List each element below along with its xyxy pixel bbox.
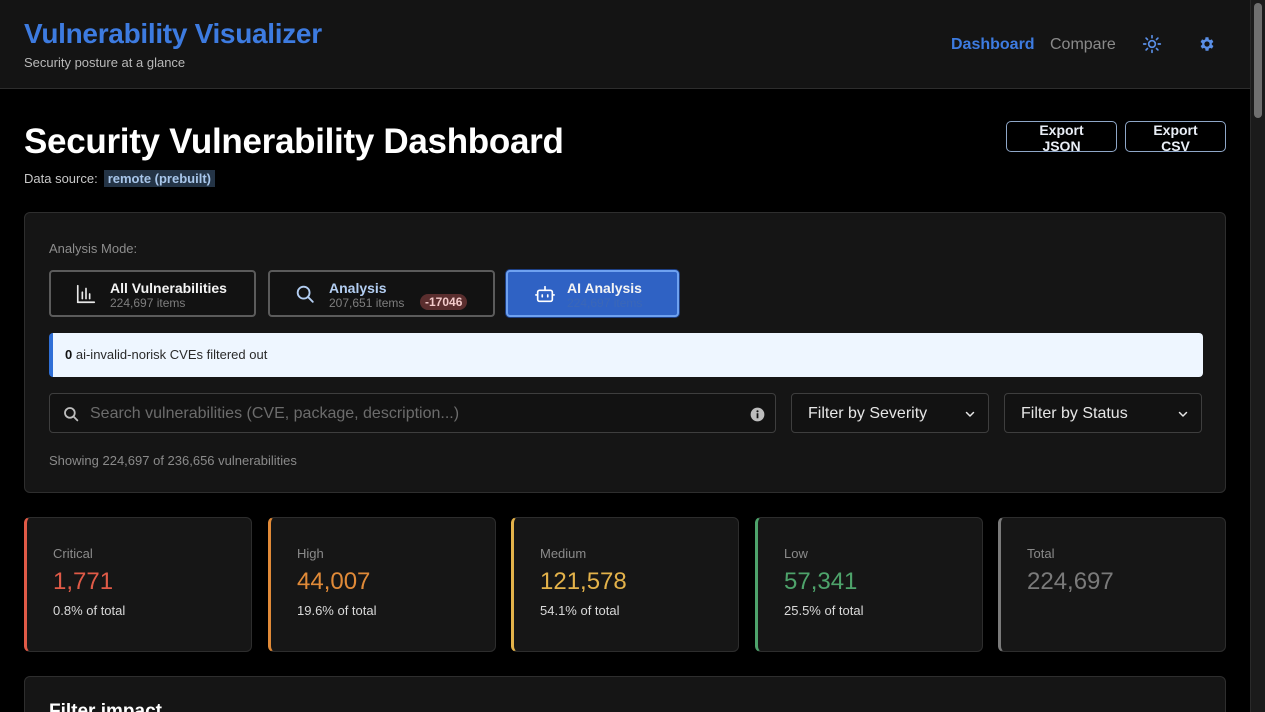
page-scrollbar[interactable] bbox=[1250, 0, 1265, 712]
stat-percent: 19.6% of total bbox=[297, 603, 377, 618]
filtered-text: ai-invalid-norisk CVEs filtered out bbox=[75, 347, 268, 362]
stat-card-critical: Critical 1,771 0.8% of total bbox=[24, 517, 252, 652]
stat-value: 1,771 bbox=[53, 568, 114, 595]
status-filter-label: Filter by Status bbox=[1021, 405, 1128, 422]
stat-percent: 25.5% of total bbox=[784, 603, 864, 618]
mode-title: All Vulnerabilities bbox=[110, 280, 227, 296]
filter-impact-title: Filter impact bbox=[49, 701, 162, 712]
stat-label: Medium bbox=[540, 546, 587, 561]
bar-chart-icon bbox=[76, 284, 96, 304]
mode-delta-badge: -17046 bbox=[420, 294, 468, 310]
search-box bbox=[49, 393, 776, 433]
mode-count: 224,697 items bbox=[567, 296, 643, 310]
filter-info-banner: 0 ai-invalid-norisk CVEs filtered out bbox=[49, 333, 1203, 377]
mode-ai-analysis-button[interactable]: AI Analysis 224,697 items bbox=[506, 270, 679, 317]
page-title: Security Vulnerability Dashboard bbox=[24, 122, 564, 161]
export-json-button[interactable]: Export JSON bbox=[1006, 121, 1117, 154]
chevron-down-icon bbox=[1178, 411, 1188, 417]
nav-compare[interactable]: Compare bbox=[1050, 36, 1116, 53]
severity-filter-select[interactable]: Filter by Severity bbox=[791, 393, 989, 433]
theme-toggle-button[interactable] bbox=[1140, 32, 1164, 56]
stat-label: Critical bbox=[53, 546, 93, 561]
stat-card-high: High 44,007 19.6% of total bbox=[268, 517, 496, 652]
search-icon bbox=[296, 285, 314, 303]
mode-title: Analysis bbox=[329, 280, 387, 296]
stat-label: Low bbox=[784, 546, 808, 561]
results-count: Showing 224,697 of 236,656 vulnerabiliti… bbox=[49, 453, 297, 468]
info-icon[interactable] bbox=[750, 407, 765, 422]
sun-icon bbox=[1142, 34, 1162, 54]
app-header: Vulnerability Visualizer Security postur… bbox=[0, 0, 1250, 89]
analysis-panel: Analysis Mode: All Vulnerabilities 224,6… bbox=[24, 212, 1226, 493]
app-title: Vulnerability Visualizer bbox=[24, 18, 322, 49]
stat-card-low: Low 57,341 25.5% of total bbox=[755, 517, 983, 652]
stat-card-total: Total 224,697 bbox=[998, 517, 1226, 652]
search-input[interactable] bbox=[90, 403, 730, 425]
stat-value: 44,007 bbox=[297, 568, 371, 595]
stat-percent: 54.1% of total bbox=[540, 603, 620, 618]
gear-icon bbox=[1200, 37, 1214, 51]
severity-filter-label: Filter by Severity bbox=[808, 405, 928, 422]
chevron-down-icon bbox=[965, 411, 975, 417]
nav-dashboard[interactable]: Dashboard bbox=[951, 36, 1035, 53]
data-source-badge: remote (prebuilt) bbox=[103, 170, 215, 187]
export-csv-button[interactable]: Export CSV bbox=[1125, 121, 1226, 154]
stat-card-medium: Medium 121,578 54.1% of total bbox=[511, 517, 739, 652]
data-source: Data source: remote (prebuilt) bbox=[24, 170, 215, 187]
stat-value: 57,341 bbox=[784, 568, 858, 595]
app-subtitle: Security posture at a glance bbox=[24, 55, 186, 70]
scrollbar-thumb[interactable] bbox=[1254, 3, 1262, 118]
robot-icon bbox=[535, 285, 555, 303]
search-icon bbox=[64, 407, 79, 422]
settings-button[interactable] bbox=[1195, 32, 1219, 56]
stat-label: Total bbox=[1027, 546, 1055, 561]
stat-value: 121,578 bbox=[540, 568, 627, 595]
mode-analysis-button[interactable]: Analysis 207,651 items -17046 bbox=[268, 270, 495, 317]
mode-all-vulnerabilities-button[interactable]: All Vulnerabilities 224,697 items bbox=[49, 270, 256, 317]
data-source-label: Data source: bbox=[24, 171, 98, 186]
stat-value: 224,697 bbox=[1027, 568, 1114, 595]
status-filter-select[interactable]: Filter by Status bbox=[1004, 393, 1202, 433]
mode-count: 207,651 items bbox=[329, 296, 405, 310]
analysis-mode-label: Analysis Mode: bbox=[49, 241, 138, 256]
stat-label: High bbox=[297, 546, 324, 561]
mode-count: 224,697 items bbox=[110, 296, 186, 310]
filter-impact-panel: Filter impact bbox=[24, 676, 1226, 712]
mode-title: AI Analysis bbox=[567, 280, 642, 296]
stat-percent: 0.8% of total bbox=[53, 603, 126, 618]
filtered-count: 0 bbox=[65, 347, 73, 362]
